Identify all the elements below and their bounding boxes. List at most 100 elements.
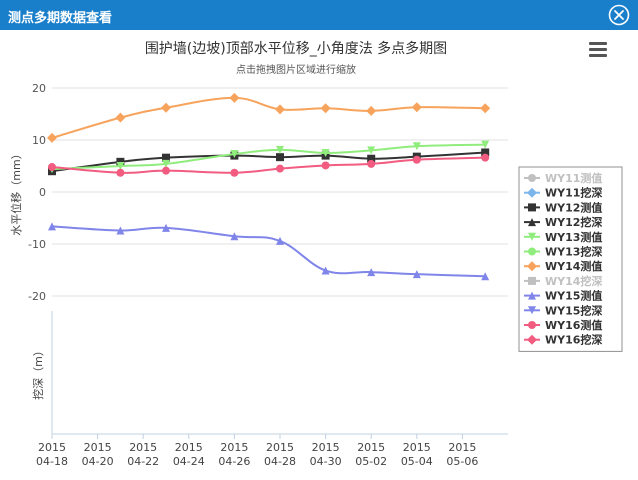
legend-item[interactable]: WY15测值: [524, 289, 602, 303]
x-tick-date: 04-22: [127, 455, 159, 468]
legend-item[interactable]: WY11挖深: [524, 186, 602, 200]
data-point[interactable]: [321, 266, 330, 275]
data-point[interactable]: [48, 222, 56, 231]
data-point[interactable]: [230, 150, 239, 159]
data-point[interactable]: [161, 102, 171, 113]
data-point[interactable]: [411, 102, 422, 113]
data-point[interactable]: [47, 132, 57, 143]
data-point[interactable]: [276, 145, 284, 154]
legend-marker[interactable]: [528, 306, 536, 315]
legend-marker[interactable]: [527, 334, 537, 345]
title-bar: 测点多期数据查看: [0, 0, 638, 30]
data-point[interactable]: [116, 226, 125, 235]
data-point[interactable]: [481, 148, 490, 157]
data-point[interactable]: [230, 232, 239, 241]
data-point[interactable]: [48, 163, 56, 172]
x-tick-date: 04-24: [173, 455, 205, 468]
legend-item[interactable]: WY12挖深: [524, 215, 602, 229]
x-tick-year: 2015: [448, 441, 476, 454]
data-point[interactable]: [276, 164, 284, 173]
y-tick-label: 10: [32, 134, 46, 147]
legend-item[interactable]: WY13挖深: [524, 245, 602, 259]
close-icon[interactable]: [608, 4, 630, 26]
legend-marker[interactable]: [528, 174, 536, 182]
legend-label: WY14挖深: [545, 274, 602, 288]
data-point[interactable]: [276, 236, 284, 245]
legend-marker[interactable]: [528, 321, 536, 329]
series-WY16测值[interactable]: [48, 153, 490, 177]
data-point[interactable]: [229, 92, 240, 103]
series-WY12测值[interactable]: [48, 148, 490, 176]
data-point[interactable]: [412, 270, 421, 279]
data-point[interactable]: [275, 104, 285, 115]
data-point[interactable]: [162, 153, 170, 162]
legend-label: WY13挖深: [545, 245, 602, 259]
legend-marker[interactable]: [527, 187, 537, 198]
legend-label: WY14测值: [545, 259, 602, 273]
data-point[interactable]: [162, 223, 170, 232]
x-tick-year: 2015: [312, 441, 340, 454]
data-point[interactable]: [230, 168, 239, 177]
chart-title: 围护墙(边坡)顶部水平位移_小角度法 多点多期图: [145, 40, 447, 57]
x-tick-date: 05-02: [355, 455, 387, 468]
data-point[interactable]: [321, 161, 330, 170]
data-point[interactable]: [116, 157, 125, 166]
window-title: 测点多期数据查看: [8, 11, 113, 26]
y-tick-label: 0: [39, 186, 46, 199]
x-tick-date: 04-26: [218, 455, 250, 468]
legend-marker[interactable]: [528, 218, 536, 227]
legend-label: WY12测值: [545, 200, 602, 214]
series-WY14测值[interactable]: [47, 92, 491, 143]
legend-item[interactable]: WY13测值: [524, 230, 602, 244]
data-point[interactable]: [367, 159, 376, 168]
y-axis-label-bottom: 挖深（m）: [31, 345, 45, 400]
data-point[interactable]: [367, 146, 376, 155]
legend-marker[interactable]: [528, 232, 536, 241]
data-point[interactable]: [116, 168, 125, 177]
data-point[interactable]: [481, 272, 490, 281]
legend-label: WY13测值: [545, 230, 602, 244]
data-point[interactable]: [366, 105, 377, 116]
data-point[interactable]: [412, 155, 421, 164]
x-tick-year: 2015: [357, 441, 385, 454]
data-point[interactable]: [162, 166, 170, 175]
x-tick-date: 04-20: [82, 455, 114, 468]
data-point[interactable]: [480, 103, 491, 114]
legend-marker[interactable]: [527, 261, 537, 272]
series-WY15测值[interactable]: [48, 222, 490, 281]
legend-marker[interactable]: [528, 203, 536, 212]
legend-item[interactable]: WY16测值: [524, 318, 602, 332]
data-point[interactable]: [115, 112, 126, 123]
legend-item[interactable]: WY15挖深: [524, 303, 602, 317]
legend-item[interactable]: WY14挖深: [524, 274, 602, 288]
legend-label: WY12挖深: [545, 215, 602, 229]
legend-item[interactable]: WY14测值: [524, 259, 602, 273]
legend-marker[interactable]: [528, 291, 536, 300]
hamburger-menu-icon[interactable]: [589, 42, 607, 58]
data-point[interactable]: [412, 142, 421, 151]
legend-marker[interactable]: [528, 247, 536, 256]
data-point[interactable]: [320, 103, 331, 114]
data-point[interactable]: [367, 154, 376, 163]
x-tick-date: 04-28: [264, 455, 296, 468]
y-tick-label: -10: [28, 238, 46, 251]
legend-item[interactable]: WY11测值: [524, 171, 602, 185]
data-point[interactable]: [116, 162, 125, 170]
data-point[interactable]: [162, 159, 170, 168]
data-point[interactable]: [367, 268, 376, 277]
data-point[interactable]: [321, 149, 330, 157]
legend-label: WY16挖深: [545, 333, 602, 347]
legend-box: [518, 166, 623, 352]
data-point[interactable]: [481, 140, 490, 149]
legend-marker[interactable]: [528, 276, 536, 285]
legend-label: WY11测值: [545, 171, 602, 185]
y-tick-label: 20: [32, 82, 46, 95]
x-tick-year: 2015: [129, 441, 157, 454]
legend-label: WY15测值: [545, 289, 602, 303]
x-tick-date: 04-30: [310, 455, 342, 468]
legend-item[interactable]: WY12测值: [524, 200, 602, 214]
data-point[interactable]: [276, 153, 284, 162]
chart[interactable]: 围护墙(边坡)顶部水平位移_小角度法 多点多期图 点击拖拽图片区域进行缩放 20…: [0, 30, 638, 480]
data-point[interactable]: [481, 153, 490, 162]
legend-item[interactable]: WY16挖深: [524, 333, 602, 347]
